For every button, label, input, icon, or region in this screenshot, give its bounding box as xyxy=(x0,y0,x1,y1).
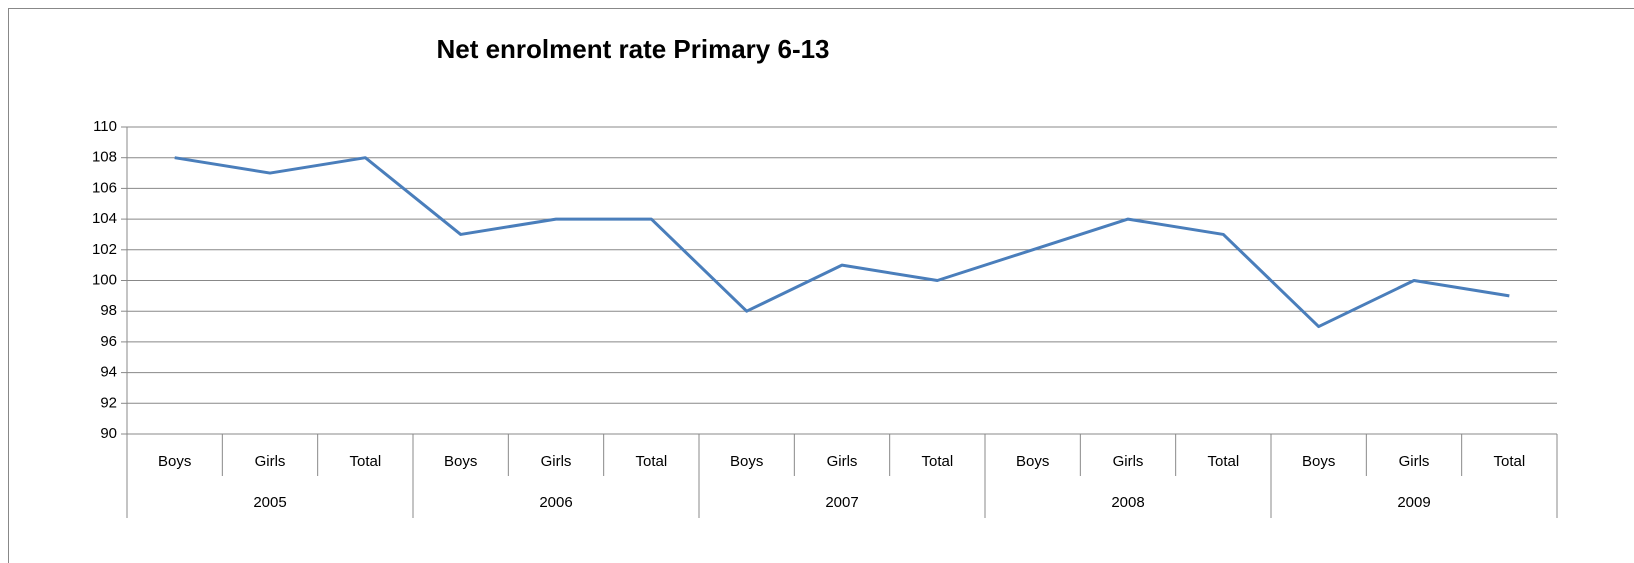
y-tick-label: 108 xyxy=(92,149,117,166)
x-tick-label: Girls xyxy=(255,453,286,470)
y-tick-label: 102 xyxy=(92,241,117,258)
y-tick-label: 94 xyxy=(100,364,117,381)
x-tick-label: Total xyxy=(635,453,667,470)
group-label: 2008 xyxy=(1111,494,1144,511)
x-tick-label: Total xyxy=(921,453,953,470)
x-tick-label: Girls xyxy=(827,453,858,470)
data-line xyxy=(174,156,1510,329)
group-label: 2006 xyxy=(539,494,572,511)
x-tick-label: Total xyxy=(1493,453,1525,470)
y-tick-label: 104 xyxy=(92,210,117,227)
group-label: 2007 xyxy=(825,494,858,511)
x-tick-label: Girls xyxy=(541,453,572,470)
x-tick-label: Total xyxy=(1207,453,1239,470)
y-tick-label: 98 xyxy=(100,302,117,319)
group-label: 2009 xyxy=(1397,494,1430,511)
chart-title: Net enrolment rate Primary 6-13 xyxy=(436,34,829,64)
x-tick-label: Boys xyxy=(444,453,477,470)
y-tick-label: 106 xyxy=(92,179,117,196)
x-tick-label: Boys xyxy=(1302,453,1335,470)
x-tick-label: Total xyxy=(349,453,381,470)
y-tick-label: 90 xyxy=(100,425,117,442)
y-tick-label: 92 xyxy=(100,394,117,411)
x-tick-label: Boys xyxy=(730,453,763,470)
x-tick-label: Girls xyxy=(1113,453,1144,470)
x-tick-label: Girls xyxy=(1399,453,1430,470)
y-tick-label: 96 xyxy=(100,333,117,350)
y-tick-label: 110 xyxy=(93,118,117,135)
x-tick-label: Boys xyxy=(1016,453,1049,470)
chart-border xyxy=(8,8,1634,563)
x-tick-label: Boys xyxy=(158,453,191,470)
group-label: 2005 xyxy=(253,494,286,511)
y-tick-label: 100 xyxy=(92,271,117,288)
